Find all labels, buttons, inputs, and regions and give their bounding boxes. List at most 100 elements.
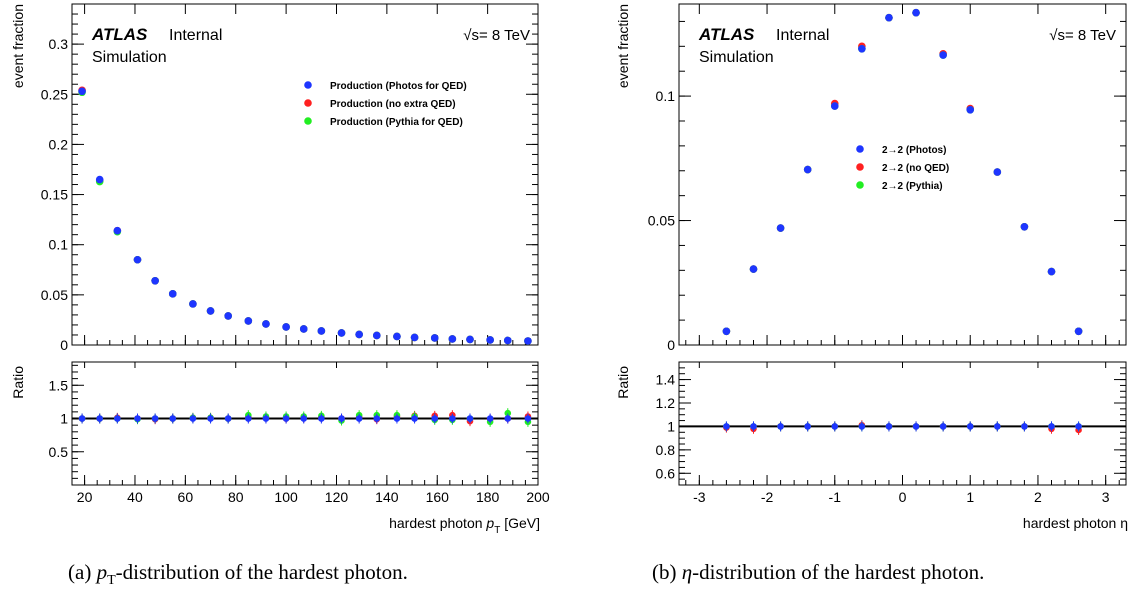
- chart1-point-ratio: [373, 415, 381, 422]
- chart2-main-y-tick-label: 0.1: [656, 88, 676, 104]
- chart1-legend-marker: [304, 99, 312, 107]
- chart2-point-ratio: [939, 423, 947, 430]
- chart1-point-ratio: [134, 415, 141, 422]
- chart1-point-main: [355, 330, 363, 339]
- chart1-point-main: [393, 332, 401, 341]
- chart2-main-y-tick-label: 0: [667, 337, 675, 353]
- chart2-point-main: [939, 51, 947, 59]
- chart2-ylabel-main: event fraction: [615, 4, 631, 88]
- chart1-point-main: [133, 255, 142, 264]
- chart2-legend-label: 2→2 (Photos): [882, 145, 946, 156]
- chart1-main-y-tick-label: 0: [60, 337, 68, 353]
- chart1-point-main: [524, 337, 532, 345]
- chart2-simulation-label: Simulation: [699, 49, 774, 66]
- chart1-ratio-y-tick-label: 1: [60, 411, 68, 427]
- chart2-x-tick-label: -1: [829, 489, 842, 505]
- chart1-point-ratio: [504, 415, 512, 422]
- chart1-main-y-tick-label: 0.3: [49, 36, 69, 52]
- chart1-main-y-tick-label: 0.05: [41, 287, 68, 303]
- chart2-atlas-status: Internal: [776, 27, 829, 44]
- chart2-x-tick-label: -3: [693, 489, 706, 505]
- chart1-point-main: [151, 277, 159, 285]
- chart2-point-ratio: [1021, 423, 1028, 430]
- chart2-point-ratio: [858, 423, 866, 430]
- chart1-legend-marker: [304, 81, 312, 89]
- chart2-point-ratio: [723, 423, 730, 430]
- chart1-point-main: [168, 290, 177, 298]
- chart1-point-ratio: [207, 415, 214, 422]
- chart1-point-main: [337, 329, 346, 337]
- chart1-point-ratio: [355, 415, 363, 422]
- chart1-main-y-tick-label: 0.25: [41, 86, 68, 102]
- chart1-energy-label: √s= 8 TeV: [463, 27, 530, 44]
- chart1-point-main: [448, 335, 457, 343]
- chart2-point-ratio: [1048, 423, 1055, 430]
- chart1-point-main: [317, 327, 326, 335]
- chart1-point-main: [410, 333, 419, 342]
- chart2-main-y-tick-label: 0.05: [648, 213, 675, 229]
- chart1-x-tick-label: 40: [127, 489, 143, 505]
- chart1-point-main: [299, 325, 308, 333]
- chart2-ylabel-ratio: Ratio: [615, 366, 631, 399]
- chart2-point-ratio: [912, 423, 920, 430]
- chart1-point-ratio: [262, 415, 270, 422]
- chart2-point-ratio: [885, 423, 893, 430]
- chart1-point-main: [466, 335, 474, 344]
- chart2-point-main: [993, 168, 1002, 176]
- chart2-point-ratio: [994, 423, 1001, 430]
- chart1-atlas-status: Internal: [169, 27, 222, 44]
- chart2-point-main: [858, 45, 866, 53]
- chart1-point-main: [430, 334, 439, 342]
- chart2-x-tick-label: 2: [1034, 489, 1042, 505]
- chart2-point-ratio: [1075, 423, 1082, 430]
- chart2-x-tick-label: 3: [1102, 489, 1110, 505]
- chart1-main-y-tick-label: 0.2: [49, 136, 69, 152]
- chart2-legend-marker: [856, 163, 864, 171]
- chart1-legend-label: Production (no extra QED): [330, 99, 456, 110]
- chart2-legend-marker: [856, 145, 864, 153]
- chart1-x-tick-label: 180: [476, 489, 500, 505]
- chart2-x-tick-label: -2: [761, 489, 774, 505]
- chart2-point-main: [776, 224, 785, 232]
- chart1-xlabel: hardest photon pT [GeV]: [389, 515, 540, 536]
- chart1-x-tick-label: 20: [77, 489, 93, 505]
- chart2-point-main: [830, 102, 839, 110]
- chart1-ylabel-main: event fraction: [10, 4, 26, 88]
- chart1-legend-marker: [304, 117, 312, 125]
- chart2-ratio-y-tick-label: 1: [667, 418, 675, 434]
- chart1-point-main: [372, 331, 381, 340]
- chart2-point-main: [1047, 267, 1056, 276]
- chart2-point-main: [722, 327, 731, 336]
- chart2-ratio-frame: [678, 361, 1127, 486]
- chart2-ratio-y-tick-label: 0.8: [656, 442, 676, 458]
- chart1-point-ratio: [504, 409, 512, 417]
- chart1-point-ratio: [338, 415, 345, 422]
- chart1-point-ratio: [486, 415, 494, 422]
- chart1-x-tick-label: 200: [526, 489, 550, 505]
- chart1-x-tick-label: 120: [325, 489, 349, 505]
- chart2-x-tick-label: 1: [966, 489, 974, 505]
- chart2-xlabel: hardest photon η: [1023, 515, 1128, 531]
- chart1-legend-label: Production (Pythia for QED): [330, 117, 463, 128]
- chart2-ratio-y-tick-label: 1.2: [656, 395, 676, 411]
- chart2-energy-label: √s= 8 TeV: [1049, 27, 1116, 44]
- chart1-point-main: [486, 336, 494, 344]
- chart1-point-ratio: [431, 415, 439, 422]
- chart2-point-main: [1074, 327, 1083, 336]
- chart2-ratio-y-tick-label: 0.6: [656, 465, 676, 481]
- chart1-point-ratio: [282, 415, 290, 422]
- chart1-main-y-tick-label: 0.1: [49, 237, 69, 253]
- chart2-point-main: [749, 265, 758, 273]
- chart2-point-ratio: [831, 423, 839, 430]
- chart1-point-ratio: [411, 415, 418, 422]
- chart1-point-main: [189, 300, 197, 308]
- caption-a: (a) pT-distribution of the hardest photo…: [68, 560, 408, 589]
- chart1-point-main: [262, 320, 270, 328]
- chart1-point-ratio: [466, 415, 474, 422]
- chart1-x-tick-label: 160: [426, 489, 450, 505]
- chart1-ratio-y-tick-label: 0.5: [49, 444, 69, 460]
- chart2-legend-label: 2→2 (no QED): [882, 163, 949, 174]
- chart1-point-main: [503, 336, 512, 345]
- chart1-point-ratio: [300, 415, 308, 422]
- chart1-point-ratio: [524, 415, 532, 422]
